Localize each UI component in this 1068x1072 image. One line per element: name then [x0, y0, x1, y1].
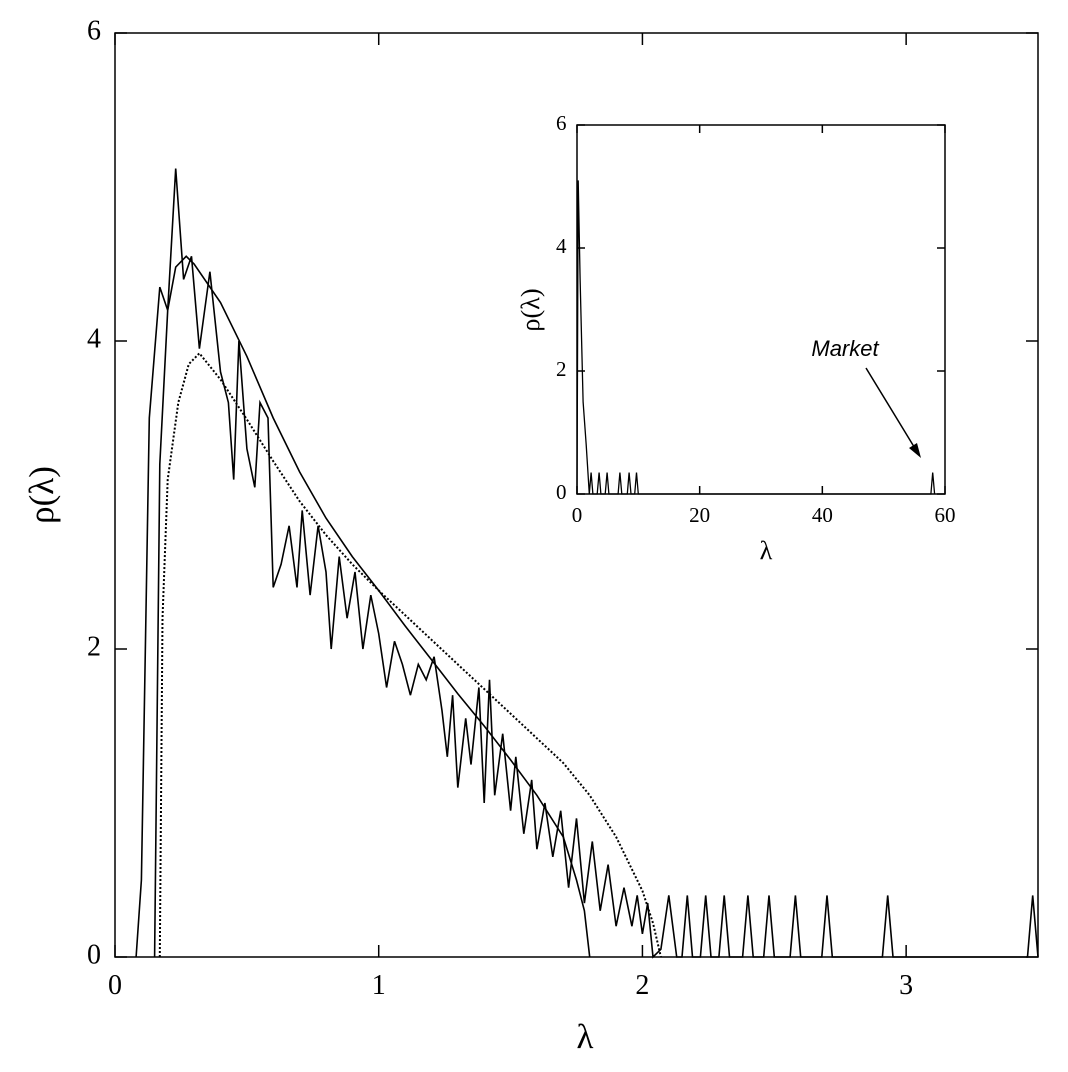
annotation-arrow — [865, 367, 917, 451]
data-line — [135, 168, 1039, 959]
plot-frame — [576, 124, 946, 495]
x-axis-label: λ — [760, 536, 773, 565]
y-tick-label: 4 — [87, 323, 101, 354]
x-tick-label: 1 — [372, 970, 386, 1001]
y-tick-label: 4 — [556, 234, 567, 258]
y-tick-label: 6 — [87, 15, 101, 46]
x-tick-label: 3 — [899, 970, 913, 1001]
data-line — [153, 255, 591, 958]
x-tick-label: 0 — [572, 503, 583, 527]
y-tick-label: 0 — [556, 480, 567, 504]
x-tick-label: 2 — [635, 970, 649, 1001]
y-axis-label: ρ(λ) — [516, 288, 545, 331]
y-axis-label: ρ(λ) — [22, 466, 61, 524]
y-tick-label: 2 — [87, 631, 101, 662]
annotation: Market — [811, 336, 879, 361]
x-axis-label: λ — [577, 1017, 594, 1056]
plot-frame — [114, 32, 1039, 958]
data-line — [158, 351, 662, 958]
x-tick-label: 0 — [108, 970, 122, 1001]
y-tick-label: 6 — [556, 111, 567, 135]
y-tick-label: 2 — [556, 357, 567, 381]
x-tick-label: 20 — [689, 503, 710, 527]
annotation-arrowhead — [909, 443, 921, 458]
x-tick-label: 40 — [812, 503, 833, 527]
y-tick-label: 0 — [87, 939, 101, 970]
x-tick-label: 60 — [935, 503, 956, 527]
data-line — [576, 180, 936, 495]
